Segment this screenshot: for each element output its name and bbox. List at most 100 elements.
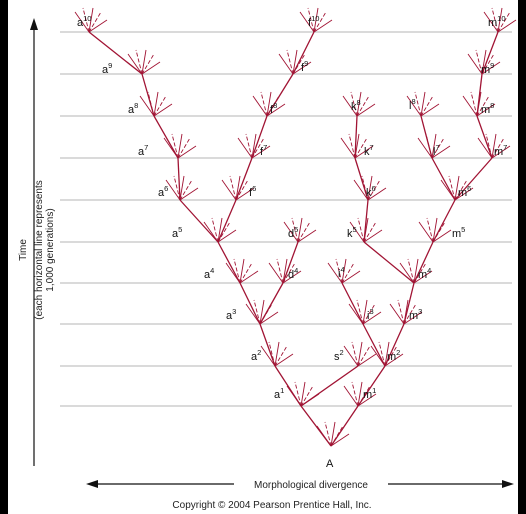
twig-m5-4 [432,229,452,243]
twig-f6-2 [235,175,241,201]
node-label-superscript: 6 [372,184,376,193]
twig-f9-2 [292,49,298,75]
node-label-m2: m2 [387,348,400,363]
twig-m8-4 [476,103,496,117]
twig-A-2 [330,421,336,447]
twig-d5-0 [283,221,299,243]
node-label-superscript: 5 [353,225,357,234]
twig-m2-1 [378,341,386,367]
node-label-superscript: 6 [467,184,471,193]
node-label-base: a [102,64,109,76]
node-label-base: i [367,310,369,322]
twig-k6-1 [361,175,369,201]
twig-m9-3 [481,53,495,75]
branch-f9-f10 [292,31,315,75]
twig-m7-1 [485,133,493,159]
twig-a1-1 [294,381,302,407]
twig-a7-3 [177,137,191,159]
twig-m7-3 [491,137,505,159]
node-label-superscript: 8 [357,98,361,107]
node-label-a1: a1 [274,386,284,401]
twig-m8-2 [476,91,482,117]
node-label-superscript: 10 [83,14,91,23]
node-label-m7: m7 [494,143,507,158]
twig-a10-4 [88,19,108,33]
node-label-superscript: 8 [273,101,277,110]
node-label-base: f [308,17,312,29]
branch-m7-m8 [476,115,493,159]
node-label-i4: i4 [338,265,345,280]
twig-f8-1 [260,91,268,117]
node-label-base: m [458,187,467,199]
twig-i4-0 [327,262,343,284]
node-label-base: k [351,101,357,113]
twig-s2-2 [357,341,363,367]
twig-a2-2 [274,341,280,367]
node-label-superscript: 10 [311,14,319,23]
twig-k6-3 [367,179,381,201]
twig-m10-1 [491,7,499,33]
node-label-superscript: 1 [372,386,376,395]
twig-m2-0 [370,345,386,367]
twig-f8-4 [266,103,286,117]
node-label-base: m [488,17,497,29]
node-label-superscript: 3 [418,307,422,316]
twig-a6-2 [179,175,185,201]
twig-m1-0 [343,385,359,407]
node-label-base: a [172,228,179,240]
twig-l8-2 [420,91,426,117]
node-label-superscript: 7 [435,143,439,152]
twig-m3-3 [403,303,417,325]
twig-f9-4 [292,61,312,75]
twig-a1-2 [300,381,306,407]
node-label-a4: a4 [204,266,214,281]
twig-f9-1 [286,49,294,75]
twig-s2-0 [343,345,359,367]
node-label-superscript: 2 [340,348,344,357]
branch-m5-m6 [432,199,456,243]
twig-m9-4 [481,61,501,75]
twig-f6-0 [221,179,237,201]
node-label-superscript: 9 [108,61,112,70]
twig-a3-4 [259,311,279,325]
twig-m7-2 [491,133,497,159]
generation-gridlines [60,31,512,407]
twig-a3-3 [259,303,273,325]
node-label-base: f [270,104,274,116]
node-label-m8: m8 [481,101,494,116]
node-label-superscript: 4 [210,266,214,275]
twig-m3-1 [397,299,405,325]
twig-m6-2 [454,175,460,201]
node-label-m10: m10 [488,14,506,29]
twig-d4-2 [282,258,288,284]
node-label-m6: m6 [458,184,471,199]
twig-a10-1 [82,7,90,33]
twig-i3-3 [362,303,376,325]
twig-k8-3 [356,95,370,117]
twig-l7-0 [417,137,433,159]
twig-f6-1 [229,175,237,201]
twig-m10-0 [483,11,499,33]
twig-m6-4 [454,187,474,201]
twig-f8-0 [252,95,268,117]
node-label-base: m [418,269,427,281]
node-label-f8: f8 [270,101,277,116]
extinct-twigs [74,7,517,447]
twig-a9-4 [141,61,161,75]
twig-k7-4 [354,145,374,159]
twig-a8-4 [153,103,173,117]
node-label-a7: a7 [138,143,148,158]
twig-f7-4 [251,145,271,159]
twig-i4-1 [335,258,343,284]
twig-m1-1 [351,381,359,407]
twig-k8-2 [356,91,362,117]
twig-a6-4 [179,187,199,201]
node-label-a10: a10 [77,14,91,29]
twig-m8-3 [476,95,490,117]
node-label-d5: d5 [288,225,298,240]
node-label-superscript: 6 [252,184,256,193]
node-label-superscript: 5 [178,225,182,234]
node-label-superscript: 7 [370,143,374,152]
twig-m1-4 [357,393,377,407]
